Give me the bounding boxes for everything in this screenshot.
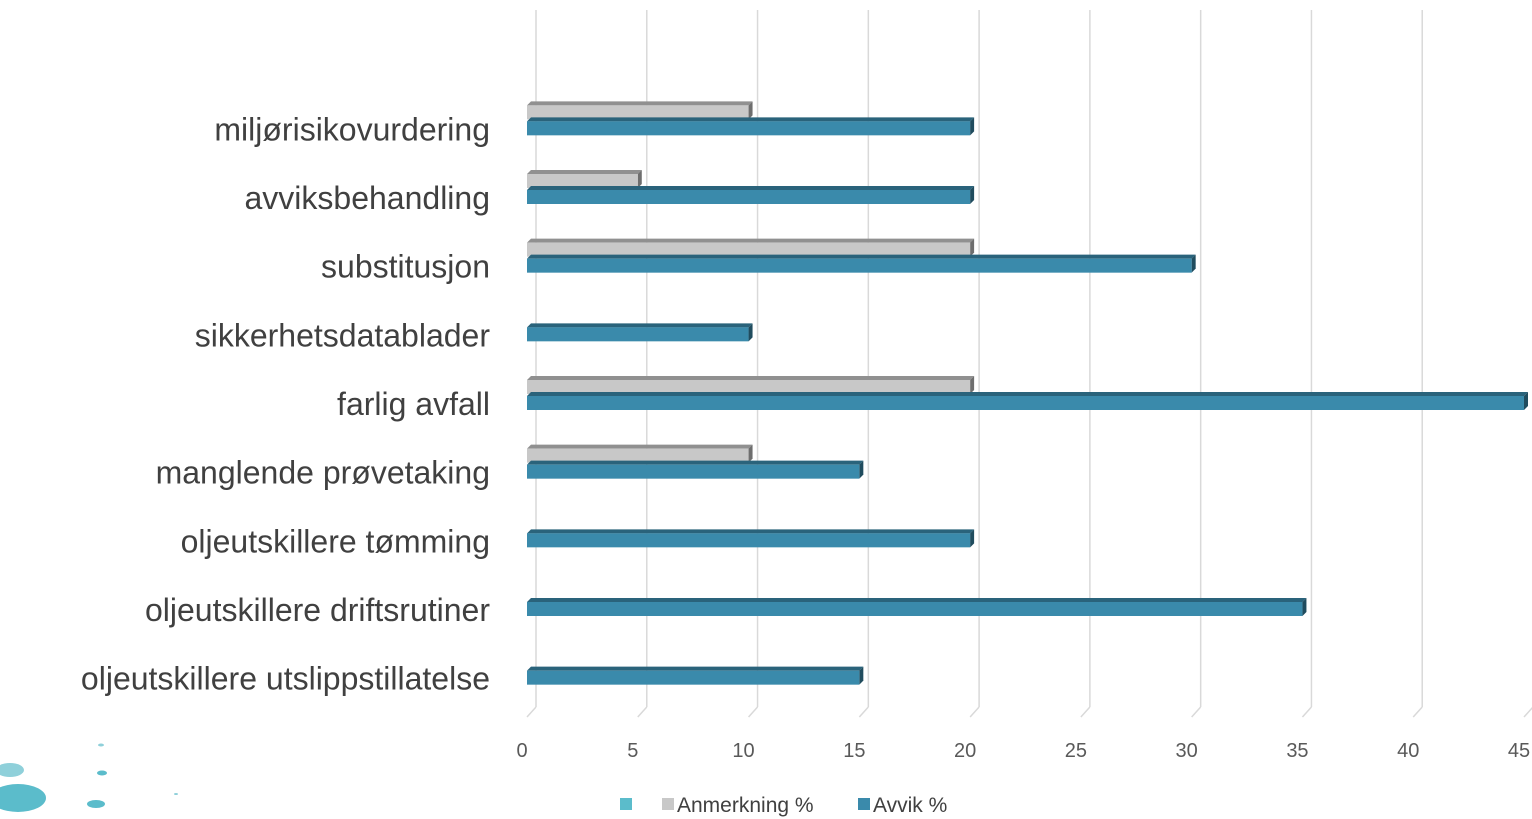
bar-top-face	[527, 460, 864, 465]
bar-anmerkning	[527, 101, 753, 120]
bar-side-face	[970, 529, 975, 548]
bar-front-face	[527, 396, 1524, 410]
category-label: miljørisikovurdering	[214, 111, 490, 147]
category-label: sikkerhetsdatablader	[195, 317, 491, 353]
bar-top-face	[527, 444, 753, 449]
category-label: avviksbehandling	[245, 180, 491, 216]
bar-top-face	[527, 529, 975, 534]
x-tick-label: 35	[1286, 740, 1308, 762]
category-label: oljeutskillere driftsrutiner	[145, 592, 490, 628]
bar-front-face	[527, 602, 1303, 616]
legend-swatch	[858, 798, 870, 810]
gridline-floor	[1523, 706, 1532, 718]
bar-side-face	[748, 444, 753, 463]
bar-avvik	[527, 529, 975, 548]
gridline-floor	[1080, 706, 1091, 718]
bar-side-face	[637, 170, 642, 188]
logo-dot	[174, 793, 178, 795]
bar-avvik	[527, 666, 864, 685]
bar-avvik	[527, 254, 1196, 273]
bar-top-face	[527, 323, 753, 328]
bar-top-face	[527, 254, 1196, 259]
category-label: oljeutskillere tømming	[181, 523, 490, 559]
x-tick-label: 40	[1397, 740, 1419, 762]
category-label: manglende prøvetaking	[156, 455, 490, 491]
bar-front-face	[527, 174, 638, 188]
bar-front-face	[527, 121, 971, 136]
gridline-floor	[526, 706, 537, 718]
bar-anmerkning	[527, 170, 642, 188]
bar-front-face	[527, 670, 860, 685]
legend-label: Avvik %	[873, 794, 947, 817]
bar-side-face	[748, 101, 753, 120]
x-tick-label: 45	[1508, 740, 1530, 762]
bar-side-face	[970, 376, 975, 394]
bar-top-face	[527, 238, 975, 243]
bar-avvik	[527, 460, 864, 479]
bar-avvik	[527, 323, 753, 342]
logo-dot	[97, 770, 107, 776]
bar-front-face	[527, 242, 971, 257]
bar-front-face	[527, 105, 749, 120]
logo-dot	[0, 784, 46, 812]
x-tick-label: 10	[732, 740, 754, 762]
logo-dot	[98, 743, 104, 747]
bar-avvik	[527, 117, 975, 136]
bar-avvik	[527, 392, 1528, 410]
bar-top-face	[527, 101, 753, 106]
bar-front-face	[527, 464, 860, 479]
bar-top-face	[527, 170, 642, 174]
bar-front-face	[527, 327, 749, 342]
logo-dots-decoration	[0, 743, 178, 812]
bar-top-face	[527, 392, 1528, 396]
bar-front-face	[527, 533, 971, 548]
bar-side-face	[970, 238, 975, 257]
legend-swatch	[662, 798, 674, 810]
x-tick-label: 30	[1176, 740, 1198, 762]
bar-side-face	[1524, 392, 1528, 410]
x-tick-label: 0	[516, 740, 527, 762]
bar-anmerkning	[527, 238, 975, 257]
bar-avvik	[527, 186, 975, 204]
gridline-floor	[1301, 706, 1313, 718]
legend-label: Anmerkning %	[677, 794, 814, 817]
category-label: oljeutskillere utslippstillatelse	[81, 661, 490, 697]
bar-front-face	[527, 258, 1192, 273]
bar-top-face	[527, 598, 1307, 602]
x-tick-label: 15	[843, 740, 865, 762]
bar-side-face	[970, 117, 975, 136]
gridline-floor	[1412, 706, 1423, 718]
category-label: farlig avfall	[337, 386, 490, 422]
bar-top-face	[527, 186, 975, 190]
x-tick-label: 25	[1065, 740, 1087, 762]
bar-side-face	[1302, 598, 1307, 616]
category-label: substitusjon	[321, 249, 490, 285]
gridline-floor	[969, 706, 980, 718]
gridline-floor	[637, 706, 648, 718]
x-tick-label: 5	[627, 740, 638, 762]
gridline-floor	[858, 706, 869, 718]
gridline-floor	[1191, 706, 1202, 718]
logo-dot	[87, 800, 105, 808]
bar-top-face	[527, 376, 975, 380]
bar-anmerkning	[527, 376, 975, 394]
legend-swatch	[620, 798, 632, 810]
bar-top-face	[527, 117, 975, 122]
bar-side-face	[859, 460, 864, 479]
bar-front-face	[527, 448, 749, 463]
bar-side-face	[970, 186, 975, 204]
bar-front-face	[527, 190, 971, 204]
x-tick-label: 20	[954, 740, 976, 762]
bar-anmerkning	[527, 444, 753, 463]
bar-avvik	[527, 598, 1307, 616]
bar-side-face	[1191, 254, 1196, 273]
logo-dot	[0, 763, 24, 777]
bar-front-face	[527, 380, 971, 394]
bar-side-face	[748, 323, 753, 342]
bar-top-face	[527, 666, 864, 671]
gridline-floor	[747, 706, 759, 718]
bar-side-face	[859, 666, 864, 685]
